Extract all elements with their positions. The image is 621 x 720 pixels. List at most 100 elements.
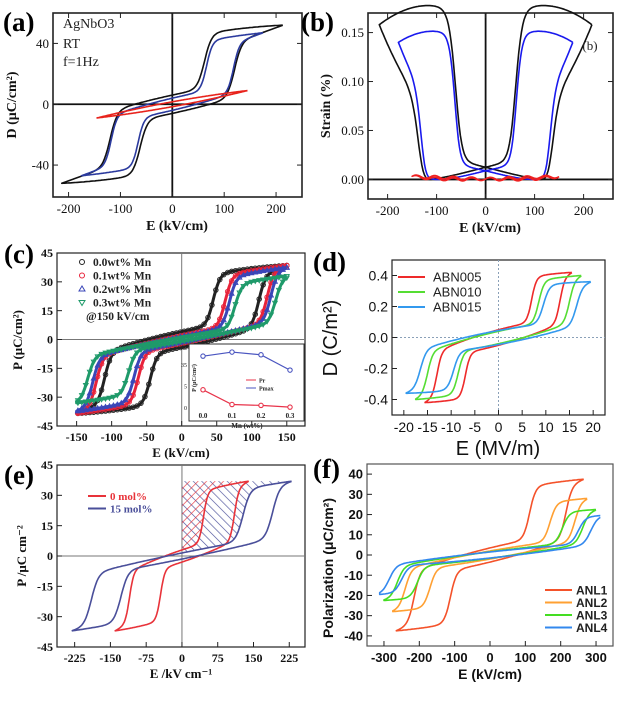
data-point [224,322,231,329]
x-axis-label: E (kV/cm) [458,666,522,682]
data-point [78,404,86,411]
legend-marker [79,259,85,265]
data-point [110,348,117,355]
data-point [134,403,140,409]
data-point [126,405,132,411]
x-tick-label: -200 [376,203,400,218]
data-point [106,395,113,402]
data-point [153,355,160,362]
data-point [271,275,279,282]
x-tick-label: 200 [266,201,286,216]
data-point [82,406,89,413]
y-tick-label: 45 [41,458,53,472]
legend-marker [79,272,85,279]
inset-y-tick-label: 40 [181,346,187,352]
y-tick-label: 20 [349,507,363,522]
y-tick-label: -40 [32,158,49,173]
y-tick-label: 15 [41,519,53,533]
series-curve-2 [96,89,248,119]
data-point [78,407,86,413]
inset-x-tick-label: 0.2 [257,412,266,420]
inset-x-tick-label: 0.0 [199,412,208,420]
y-tick-label: -0.2 [364,360,388,376]
data-point [252,311,259,317]
data-point [205,314,211,321]
series-curve-3 [75,274,288,405]
data-point [189,333,196,340]
data-point [248,279,255,286]
series-curve-0 [61,24,284,185]
inset-x-tick-label: 0.3 [286,412,295,420]
data-point [129,344,137,351]
panel-label: (f) [313,454,340,484]
legend-label: 15 mol% [110,503,152,515]
data-point [129,377,137,383]
x-tick-label: -100 [101,430,123,444]
data-point [220,316,227,323]
data-point [157,343,164,349]
data-point [90,405,97,411]
annotation: f=1Hz [63,55,99,70]
x-tick-label: 75 [212,651,224,665]
legend-note: @150 kV/cm [86,311,150,323]
inset-x-tick-label: 0.1 [228,412,237,420]
data-point [90,359,97,366]
y-tick-label: -45 [37,419,53,433]
series-curve-1 [397,30,574,181]
energy-density-hatch [181,481,249,550]
y-tick-label: -0.4 [364,391,388,407]
inset-x-label: Mn (wt%) [231,422,263,430]
data-point [244,326,251,333]
data-point [208,333,216,340]
data-point [275,287,283,294]
data-point [86,389,93,396]
data-point [279,279,287,286]
data-point [271,300,279,307]
y-tick-label: 0 [47,549,53,563]
data-point [224,304,231,311]
data-point [271,265,279,272]
x-tick-label: -150 [66,430,88,444]
data-point [220,271,227,278]
x-tick-label: 150 [278,430,296,444]
data-point [122,346,129,352]
y-tick-label: 0.4 [369,267,389,283]
data-point [173,336,180,343]
data-point [236,290,243,297]
data-point [153,340,160,346]
data-point [240,327,247,334]
data-point [86,406,93,412]
data-point [125,368,133,374]
data-point [86,369,93,376]
inset-data-point [287,367,293,373]
legend-label: 0.3wt% Mn [93,298,152,310]
data-point [259,315,267,321]
data-point [118,399,125,406]
data-point [169,341,176,347]
data-point [114,401,121,407]
y-tick-label: 0.10 [341,74,364,89]
legend-label: 0.1wt% Mn [93,271,152,283]
data-point [185,334,192,340]
y-tick-label: 0.00 [341,172,364,187]
panel-e: -225 -150 -75 0 75 150 225-45-30-150153045(e)E… [4,458,306,681]
x-tick-label: 15 [562,419,578,435]
x-tick-label: -100 [425,203,449,218]
data-point [145,345,153,351]
data-point [137,343,145,349]
inset-data-point [229,401,235,408]
data-point [200,331,208,338]
data-point [267,276,275,282]
panel-label: (c) [4,239,34,269]
legend-marker [78,300,86,307]
data-point [252,268,259,275]
data-point [118,347,125,353]
data-point [252,278,259,285]
y-tick-label: 30 [41,275,53,289]
x-tick-label: 0 [482,203,489,218]
data-point [267,291,275,298]
data-point [228,278,235,284]
data-point [244,281,251,287]
data-point [244,270,251,277]
